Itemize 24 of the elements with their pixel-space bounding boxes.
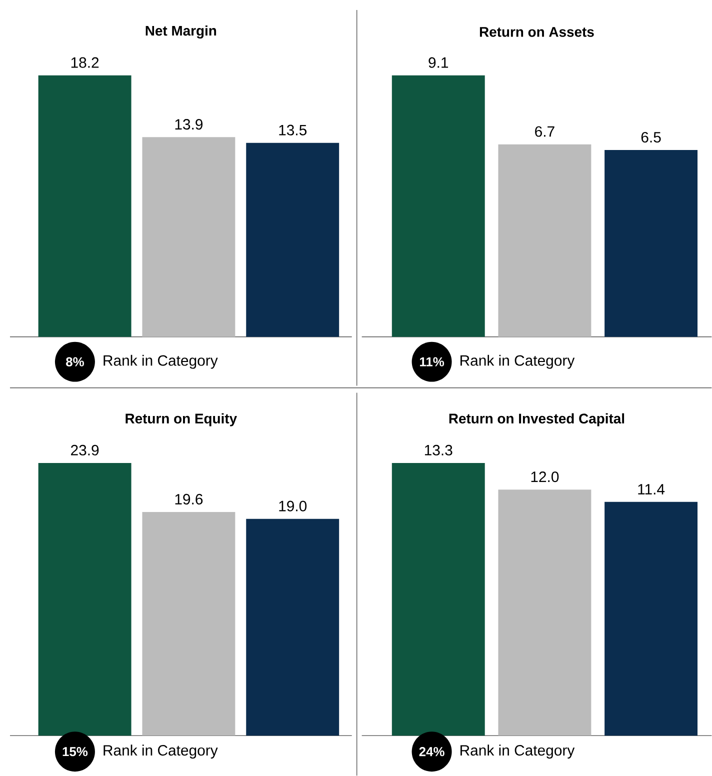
data-label: 13.3 (424, 444, 452, 456)
text: 15% (62, 747, 88, 756)
text: Rank in Category (460, 744, 575, 759)
text: 24% (419, 747, 444, 756)
data-label: 9.1 (428, 57, 448, 68)
data-label: 12.0 (531, 472, 559, 482)
chart-title: Return on Assets (480, 27, 594, 37)
data-label: 13.9 (175, 119, 202, 130)
text: Rank in Category (460, 354, 575, 369)
data-label: 11.4 (638, 484, 665, 494)
data-label: 6.5 (641, 132, 661, 143)
chart-title: Return on Equity (126, 413, 237, 426)
data-label: 23.9 (71, 444, 99, 456)
data-label: 19.6 (175, 494, 203, 504)
text: Rank in Category (104, 354, 218, 369)
data-label: 18.2 (71, 57, 99, 68)
data-label: 19.0 (279, 500, 307, 512)
text: Rank in Category (104, 744, 218, 759)
chart-title: Net Margin (146, 25, 216, 38)
text: 8% (66, 357, 84, 366)
data-label: 13.5 (279, 124, 306, 136)
chart-title: Return on Invested Capital (449, 413, 624, 426)
text: 11% (420, 357, 444, 366)
data-label: 6.7 (535, 126, 554, 137)
